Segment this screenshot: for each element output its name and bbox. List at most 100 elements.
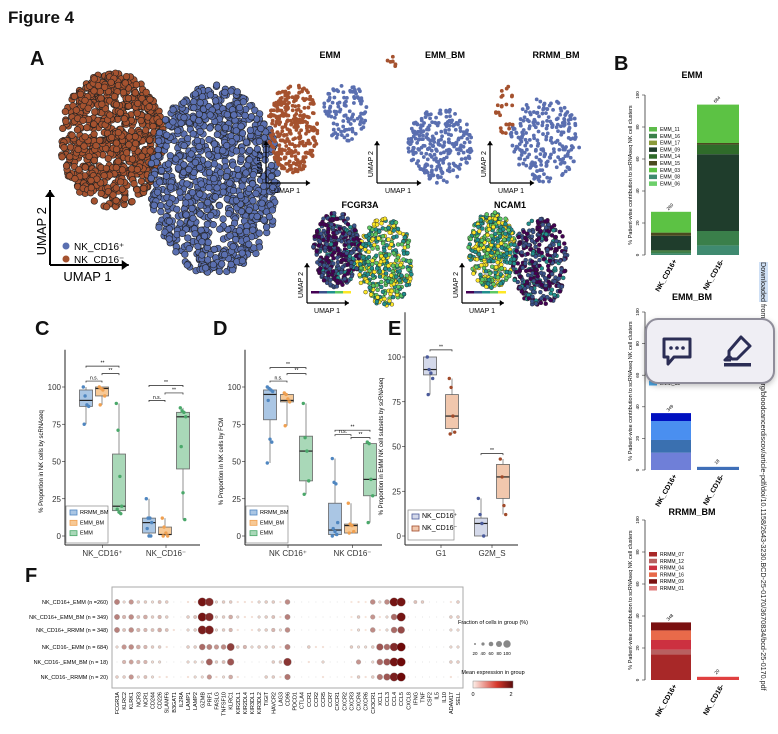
umap-gene-point xyxy=(322,248,328,253)
umap-point xyxy=(413,136,418,141)
umap-point-cd16neg xyxy=(60,144,68,152)
umap-gene-point xyxy=(553,234,558,240)
umap-gene-point xyxy=(364,279,370,284)
umap-gene-point xyxy=(538,270,544,276)
umap-point-cd16pos xyxy=(197,201,205,209)
bar-segment xyxy=(697,231,739,246)
comment-button[interactable] xyxy=(657,331,697,371)
umap-point xyxy=(276,160,281,165)
expression-dot xyxy=(349,645,354,649)
umap-point xyxy=(280,125,285,130)
umap-gene-point xyxy=(403,278,408,284)
umap-gene-point xyxy=(503,216,508,221)
data-point xyxy=(150,520,154,525)
umap-gene-point xyxy=(370,236,376,242)
expression-dot xyxy=(278,660,283,664)
umap-gene-point xyxy=(480,277,485,282)
umap-point-cd16pos xyxy=(255,137,263,145)
gene-label: KLRC2 xyxy=(122,692,128,710)
expression-dot xyxy=(151,660,155,664)
umap-point-cd16pos xyxy=(213,130,221,139)
y-tick-label: 80 xyxy=(635,124,640,130)
umap-point xyxy=(566,129,571,133)
gene-label: LAG3 xyxy=(278,692,284,706)
umap-point-cd16pos xyxy=(196,190,204,198)
fraction-legend-tick: 60 xyxy=(488,651,494,656)
umap-point-cd16pos xyxy=(193,137,201,145)
umap-point-cd16pos xyxy=(180,113,188,122)
umap-point-cd16neg xyxy=(114,128,122,137)
umap-point xyxy=(426,137,431,141)
umap-gene-point xyxy=(375,287,380,293)
umap-point-cd16pos xyxy=(165,217,173,225)
umap-point-cd16neg xyxy=(123,149,131,157)
highlight-button[interactable] xyxy=(717,331,757,371)
umap-point xyxy=(467,156,472,161)
umap-point-cd16neg xyxy=(110,92,119,101)
expression-dot xyxy=(329,646,331,648)
expression-dot xyxy=(357,628,361,632)
umap-point-cd16pos xyxy=(227,260,235,269)
expression-dot xyxy=(414,661,416,663)
umap-point xyxy=(302,105,307,110)
data-point xyxy=(367,441,371,446)
expression-dot xyxy=(443,616,445,618)
umap-point xyxy=(451,123,456,128)
expression-dot xyxy=(136,660,141,665)
umap-gene-point xyxy=(495,260,500,265)
umap-point xyxy=(421,143,426,148)
umap-point-cd16neg xyxy=(102,164,110,173)
umap-point-cd16neg xyxy=(144,113,152,121)
umap-point xyxy=(545,175,550,180)
umap-point-cd16neg xyxy=(119,88,128,97)
umap-point xyxy=(546,115,551,120)
umap-point xyxy=(560,173,564,178)
bar-segment xyxy=(697,676,739,680)
umap-point-cd16neg xyxy=(131,89,139,97)
umap-point xyxy=(334,112,338,117)
umap-point xyxy=(517,142,522,146)
expression-dot xyxy=(436,601,438,603)
umap-y-label: UMAP 2 xyxy=(368,151,375,177)
umap-point-cd16pos xyxy=(196,210,204,218)
umap-point-cd16neg xyxy=(108,133,116,142)
umap-point-cd16pos xyxy=(174,164,182,172)
umap-point xyxy=(518,156,523,161)
umap-point xyxy=(291,117,296,122)
umap-point xyxy=(536,177,541,182)
expression-dot xyxy=(279,615,282,619)
umap-point xyxy=(534,155,539,160)
colorbar-segment xyxy=(327,291,335,294)
gene-label: CCL5 xyxy=(399,692,405,706)
umap-point xyxy=(449,120,454,125)
umap-point-cd16pos xyxy=(236,191,245,200)
expression-dot xyxy=(166,661,168,663)
umap-point xyxy=(519,135,524,140)
bar-segment xyxy=(697,143,739,145)
data-point xyxy=(118,474,122,479)
panel-label-c: C xyxy=(35,318,49,340)
umap-point xyxy=(275,105,280,110)
y-tick-label: 100 xyxy=(635,91,640,99)
umap-gene-point xyxy=(492,231,498,237)
expression-dot xyxy=(436,616,438,618)
expression-dot xyxy=(364,628,367,632)
umap-point xyxy=(339,133,344,138)
panel-f-dotplot: NK_CD16+_EMM (n =260)NK_CD16+_EMM_BM (n … xyxy=(29,586,528,716)
umap-gene-point xyxy=(395,226,401,232)
box xyxy=(280,391,294,428)
expression-dot xyxy=(204,625,214,635)
umap-point-cd16pos xyxy=(233,165,242,173)
umap-gene-point xyxy=(389,242,394,247)
x-tick-label: NK CD16⁻ xyxy=(333,549,371,558)
legend-label: EMM_BM xyxy=(80,520,105,526)
umap-point xyxy=(452,144,457,149)
data-point xyxy=(265,461,269,465)
umap-point xyxy=(455,147,459,152)
umap-point xyxy=(459,157,464,162)
expression-dot xyxy=(143,600,148,604)
umap-x-label: UMAP 1 xyxy=(314,308,340,315)
umap-point xyxy=(298,134,303,138)
umap-gene-point xyxy=(374,222,380,227)
legend-label: EMM xyxy=(80,531,93,537)
